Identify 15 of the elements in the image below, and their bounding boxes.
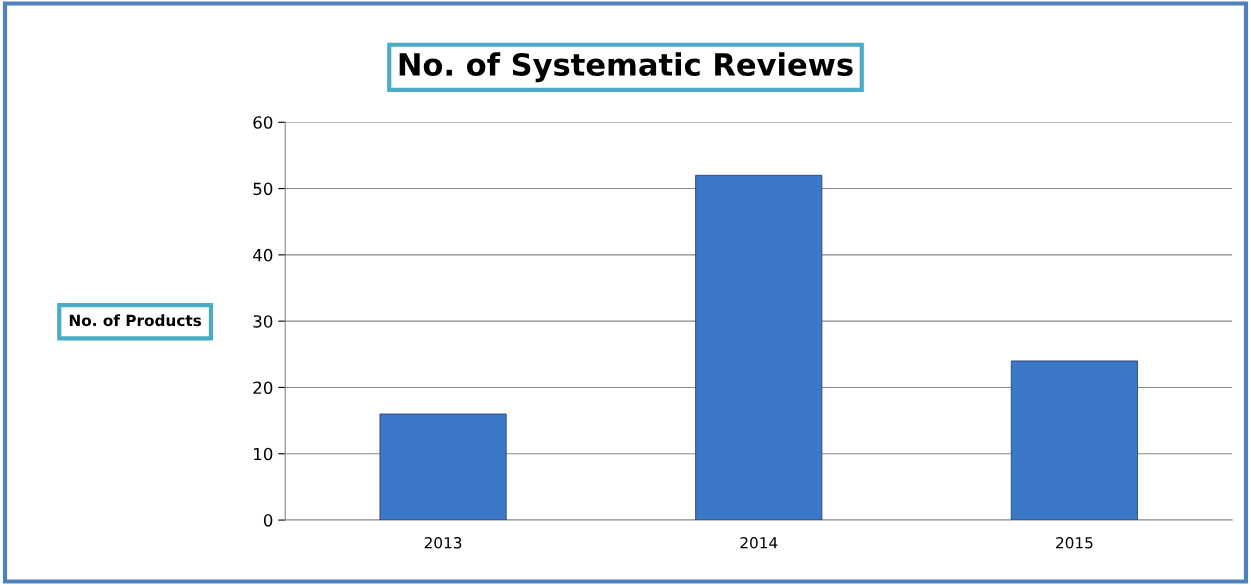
y-tick-label: 40 — [253, 248, 273, 262]
bar — [1010, 360, 1138, 521]
y-axis-title: No. of Products — [69, 314, 202, 327]
bar — [379, 413, 507, 521]
y-tick-label: 30 — [253, 315, 273, 328]
bar — [695, 174, 823, 521]
x-tick-label: 2013 — [424, 537, 462, 549]
y-tick-label: 50 — [253, 182, 273, 196]
x-tick-label: 2015 — [1056, 537, 1093, 549]
chart-title: No. of Systematic Reviews — [399, 52, 853, 83]
y-tick-label: 10 — [254, 447, 273, 461]
x-tick-label: 2014 — [740, 537, 778, 549]
y-tick-label: 0 — [263, 514, 273, 527]
y-tick-label: 20 — [253, 381, 273, 395]
y-tick-label: 60 — [253, 116, 273, 129]
